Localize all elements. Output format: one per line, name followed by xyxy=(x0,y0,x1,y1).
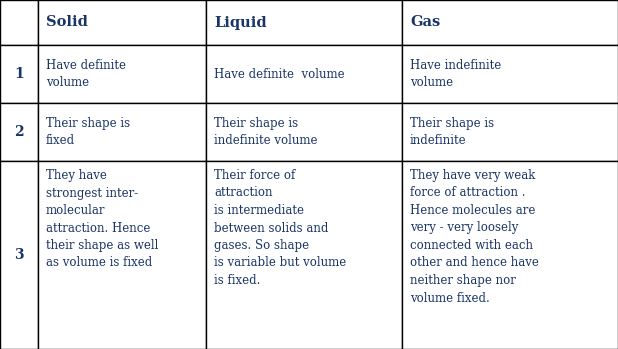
Text: They have
strongest inter-
molecular
attraction. Hence
their shape as well
as vo: They have strongest inter- molecular att… xyxy=(46,169,158,269)
Bar xyxy=(0,45,38,103)
Text: 3: 3 xyxy=(14,248,24,262)
Text: Their shape is
indefinite volume: Their shape is indefinite volume xyxy=(214,117,318,147)
Bar xyxy=(206,161,402,349)
Bar xyxy=(206,103,402,161)
Text: Have definite  volume: Have definite volume xyxy=(214,67,345,81)
Text: Gas: Gas xyxy=(410,15,440,30)
Bar xyxy=(206,45,402,103)
Text: Solid: Solid xyxy=(46,15,88,30)
Bar xyxy=(0,161,38,349)
Text: Have definite
volume: Have definite volume xyxy=(46,59,126,89)
Bar xyxy=(38,45,206,103)
Bar xyxy=(402,103,618,161)
Text: 2: 2 xyxy=(14,125,24,139)
Bar xyxy=(206,0,402,45)
Text: Liquid: Liquid xyxy=(214,15,266,30)
Bar xyxy=(38,161,206,349)
Bar xyxy=(402,161,618,349)
Text: Their force of
attraction
is intermediate
between solids and
gases. So shape
is : Their force of attraction is intermediat… xyxy=(214,169,346,287)
Bar xyxy=(402,45,618,103)
Text: Have indefinite
volume: Have indefinite volume xyxy=(410,59,501,89)
Text: They have very weak
force of attraction .
Hence molecules are
very - very loosel: They have very weak force of attraction … xyxy=(410,169,539,304)
Bar xyxy=(402,0,618,45)
Bar xyxy=(0,103,38,161)
Text: 1: 1 xyxy=(14,67,24,81)
Bar xyxy=(38,0,206,45)
Bar xyxy=(38,103,206,161)
Text: Their shape is
indefinite: Their shape is indefinite xyxy=(410,117,494,147)
Text: Their shape is
fixed: Their shape is fixed xyxy=(46,117,130,147)
Bar xyxy=(0,0,38,45)
